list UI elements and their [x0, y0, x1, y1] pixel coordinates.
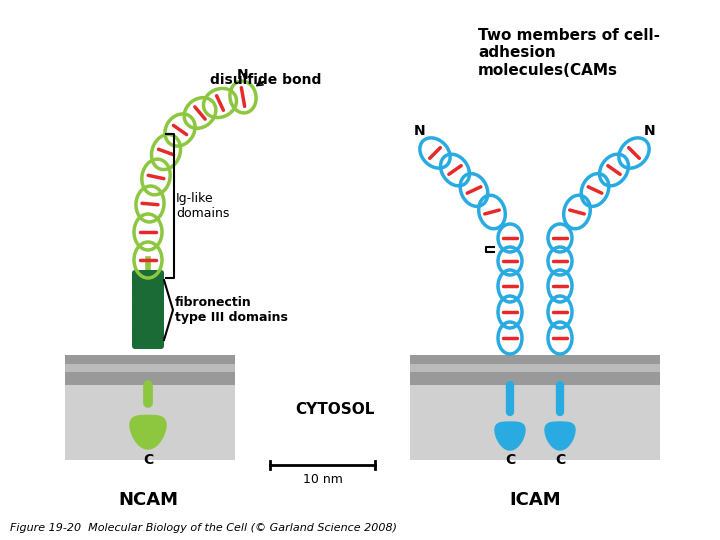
FancyBboxPatch shape	[132, 270, 164, 299]
Text: NCAM: NCAM	[118, 491, 178, 509]
Text: Two members of cell-
adhesion
molecules(CAMs: Two members of cell- adhesion molecules(…	[478, 28, 660, 78]
Text: ICAM: ICAM	[509, 491, 561, 509]
Bar	[410, 355, 660, 364]
Text: N: N	[414, 124, 426, 138]
Text: disulfide bond: disulfide bond	[210, 73, 321, 87]
Bar	[65, 364, 235, 372]
Bar	[65, 372, 235, 385]
Bar	[65, 355, 235, 460]
Polygon shape	[545, 422, 575, 450]
Text: 10 nm: 10 nm	[302, 473, 343, 486]
Text: N: N	[644, 124, 656, 138]
Text: fibronectin
type III domains: fibronectin type III domains	[175, 296, 288, 324]
FancyBboxPatch shape	[132, 295, 164, 324]
Bar	[65, 355, 235, 364]
Text: Figure 19-20  Molecular Biology of the Cell (© Garland Science 2008): Figure 19-20 Molecular Biology of the Ce…	[10, 523, 397, 533]
Text: C: C	[143, 453, 153, 467]
Bar	[410, 355, 660, 460]
Polygon shape	[495, 422, 525, 450]
Bar	[410, 364, 660, 372]
Polygon shape	[130, 415, 166, 449]
Bar	[410, 372, 660, 385]
Text: C: C	[505, 453, 515, 467]
FancyBboxPatch shape	[132, 320, 164, 349]
Text: C: C	[555, 453, 565, 467]
Text: Ig-like
domains: Ig-like domains	[176, 192, 230, 220]
Text: CYTOSOL: CYTOSOL	[295, 402, 374, 417]
Text: N: N	[237, 68, 249, 82]
